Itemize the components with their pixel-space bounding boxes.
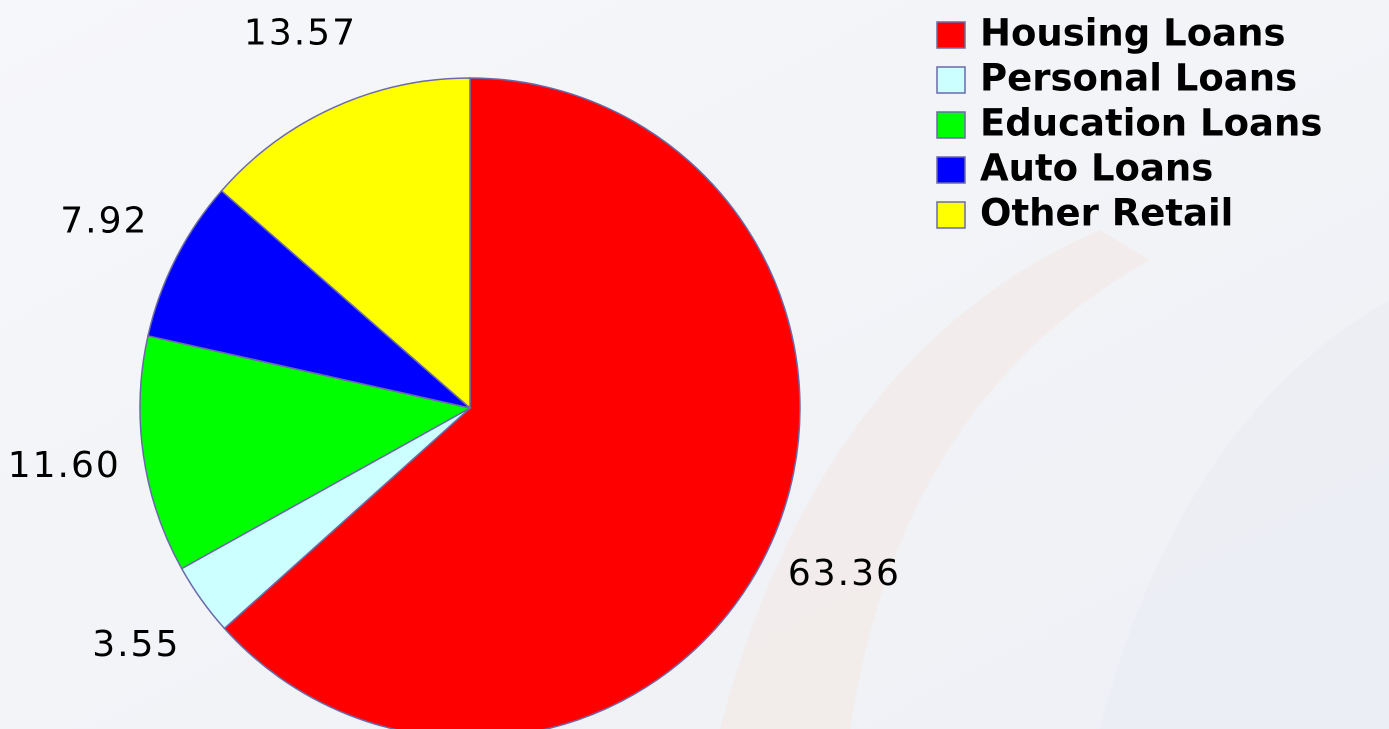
background-decor [1100,300,1389,729]
data-label: 3.55 [92,624,180,665]
pie-slice [139,334,473,570]
legend-label: Auto Loans [980,147,1213,190]
legend-label: Personal Loans [980,57,1297,100]
legend-label: Other Retail [980,192,1233,235]
data-label: 13.57 [244,13,357,54]
background-decor [720,230,1150,729]
legend-swatch [936,201,966,229]
data-label: 63.36 [788,553,901,594]
legend-swatch [936,21,966,49]
legend-swatch [936,156,966,184]
data-label: 7.92 [60,201,148,242]
legend-swatch [936,66,966,94]
pie-slice [147,189,471,409]
data-label: 11.60 [8,445,121,486]
legend-label: Housing Loans [980,12,1285,55]
pie-slice [220,77,471,410]
legend-label: Education Loans [980,102,1322,145]
legend-swatch [936,111,966,139]
